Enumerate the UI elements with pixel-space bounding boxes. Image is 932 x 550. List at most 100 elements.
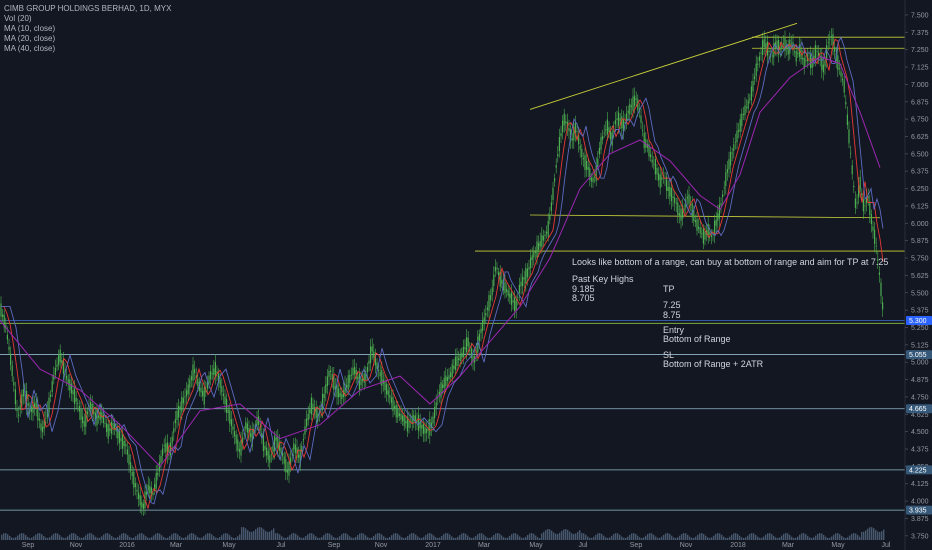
candle-body (848, 129, 850, 144)
candle-body (443, 377, 445, 388)
volume-bar (517, 534, 519, 540)
candle-body (696, 219, 698, 231)
volume-bar (367, 537, 369, 540)
indicator-vol[interactable]: Vol (20) (4, 14, 32, 23)
volume-bar (575, 533, 577, 540)
volume-bar (733, 533, 735, 540)
volume-bar (713, 535, 715, 540)
volume-bar (611, 535, 613, 540)
candle-body (714, 220, 716, 236)
volume-bar (799, 534, 801, 540)
time-axis[interactable]: Sep Nov 2016 Mar May Jul Sep Nov 2017 Mar May Jul Se… (22, 542, 891, 549)
volume-bar (293, 533, 295, 540)
volume-bar (585, 534, 587, 540)
candle-body (22, 389, 24, 397)
volume-bar (723, 536, 725, 540)
candle-body (429, 419, 431, 436)
volume-bar (579, 530, 581, 540)
candle-body (442, 384, 444, 389)
volume-bar (475, 535, 477, 540)
candle-body (605, 129, 607, 131)
volume-bar (133, 537, 135, 540)
candle-body (499, 271, 501, 287)
volume-bar (755, 534, 757, 540)
volume-bar (629, 534, 631, 540)
volume-bar (503, 537, 505, 540)
volume-bar (737, 534, 739, 540)
candle-body (576, 131, 578, 132)
candle-body (299, 450, 301, 467)
candle-body (826, 45, 828, 60)
indicator-ma20[interactable]: MA (20, close) (4, 34, 56, 43)
volume-bar (241, 527, 243, 540)
volume-bar (483, 534, 485, 540)
ma40-line (0, 56, 881, 468)
candle-body (504, 281, 506, 294)
candle-body (56, 364, 58, 367)
candle-body (205, 388, 207, 393)
candle-body (80, 408, 82, 420)
volume-bar (541, 533, 543, 540)
candle-body (402, 415, 404, 422)
candle-body (133, 471, 135, 488)
candle-body (776, 40, 778, 49)
volume-bar (97, 537, 99, 540)
volume-bar (105, 533, 107, 540)
candle-body (864, 205, 866, 207)
volume-bar (349, 536, 351, 540)
candle-body (280, 447, 282, 453)
volume-bar (823, 534, 825, 540)
indicator-ma10[interactable]: MA (10, close) (4, 24, 56, 33)
trendlines (529, 22, 798, 110)
candle-body (648, 144, 650, 157)
volume-bar (17, 535, 19, 540)
candle-body (746, 107, 748, 109)
candle-body (166, 442, 168, 457)
volume-bar (883, 529, 885, 540)
volume-bar (13, 537, 15, 540)
volume-bar (847, 537, 849, 540)
candle-body (832, 34, 834, 48)
candle-body (194, 369, 196, 374)
volume-histogram (1, 527, 885, 540)
volume-bar (461, 533, 463, 540)
candle-body (370, 346, 372, 364)
candle-body (483, 317, 485, 323)
volume-bar (619, 534, 621, 540)
time-tick-label: Sep (328, 542, 341, 549)
volume-bar (561, 530, 563, 540)
volume-bar (545, 530, 547, 540)
candle-body (725, 172, 727, 187)
volume-bar (201, 537, 203, 540)
candle-body (438, 391, 440, 396)
candle-body (581, 149, 583, 158)
indicator-ma40[interactable]: MA (40, close) (4, 44, 56, 53)
volume-bar (357, 535, 359, 540)
volume-bar (233, 537, 235, 540)
candle-body (155, 472, 157, 489)
candle-body (870, 214, 872, 225)
volume-bar (731, 534, 733, 540)
volume-bar (455, 537, 457, 540)
candle-body (646, 143, 648, 148)
candle-body (427, 427, 429, 431)
volume-bar (643, 537, 645, 540)
candle-body (421, 425, 423, 429)
candle-body (842, 78, 844, 81)
volume-bar (487, 537, 489, 540)
volume-bar (217, 537, 219, 540)
candle-body (125, 444, 127, 447)
volume-bar (383, 536, 385, 540)
candle-body (11, 365, 13, 377)
volume-bar (87, 533, 89, 540)
candle-body (392, 396, 394, 411)
volume-bar (877, 531, 879, 540)
candle-body (506, 288, 508, 292)
price-axis[interactable]: 7.500 7.375 7.250 7.125 7.000 6.875 6.750 6.625… (904, 0, 932, 550)
volume-bar (657, 537, 659, 540)
candle-body (397, 408, 399, 418)
note-past-key-highs-title: Past Key Highs (572, 274, 634, 284)
candle-body (478, 333, 480, 341)
